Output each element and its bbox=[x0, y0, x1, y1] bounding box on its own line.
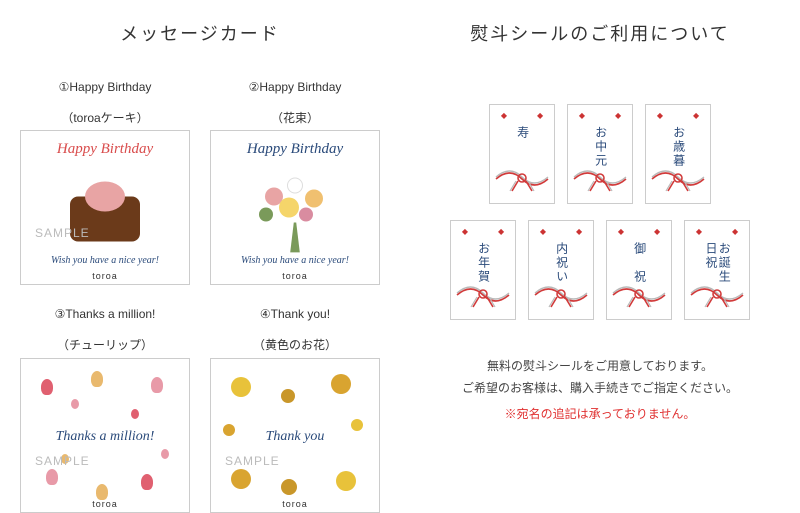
card-label-l2: （花束） bbox=[271, 111, 319, 125]
mizuhiki-knot-icon bbox=[533, 279, 589, 309]
card-foot-text: Wish you have a nice year! bbox=[21, 255, 189, 266]
card-label: ④Thank you! （黄色のお花） bbox=[253, 291, 337, 353]
card-label-l2: （チューリップ） bbox=[57, 338, 153, 352]
card-brand: toroa bbox=[21, 271, 189, 281]
message-card-title: メッセージカード bbox=[120, 20, 280, 46]
message-card-section: メッセージカード ①Happy Birthday （toroaケーキ） Happ… bbox=[0, 0, 400, 500]
card-preview: Happy Birthday Wish you have a nice year… bbox=[210, 130, 380, 285]
noshi-label: 御 祝 bbox=[632, 242, 645, 284]
card-preview: Thanks a million! SAMPLE toroa bbox=[20, 358, 190, 513]
sample-watermark: SAMPLE bbox=[35, 454, 90, 468]
card-label-l2: （黄色のお花） bbox=[253, 338, 337, 352]
sample-watermark: SAMPLE bbox=[35, 226, 90, 240]
card-label: ①Happy Birthday （toroaケーキ） bbox=[59, 64, 152, 126]
noshi-row-1: ◆◆ 寿 ◆◆ お中元 ◆◆ お歳暮 bbox=[489, 104, 711, 204]
mizuhiki-knot-icon bbox=[455, 279, 511, 309]
noshi-title: 熨斗シールのご利用について bbox=[470, 20, 729, 46]
card-label: ③Thanks a million! （チューリップ） bbox=[55, 291, 156, 353]
noshi-corner-marks: ◆◆ bbox=[501, 111, 543, 120]
noshi-label: お歳暮 bbox=[671, 126, 684, 168]
card-grid: ①Happy Birthday （toroaケーキ） Happy Birthda… bbox=[20, 64, 380, 513]
card-cell: ②Happy Birthday （花束） Happy Birthday Wish… bbox=[210, 64, 380, 285]
noshi-corner-marks: ◆◆ bbox=[579, 111, 621, 120]
mizuhiki-knot-icon bbox=[650, 163, 706, 193]
noshi-warning: ※宛名の追記は承っておりません。 bbox=[505, 405, 696, 422]
noshi-corner-marks: ◆◆ bbox=[540, 227, 582, 236]
noshi-note: 無料の熨斗シールをご用意しております。 ご希望のお客様は、購入手続きでご指定くだ… bbox=[462, 356, 738, 399]
card-cell: ④Thank you! （黄色のお花） Thank you SAMPLE tor… bbox=[210, 291, 380, 512]
noshi-label: お中元 bbox=[593, 126, 606, 168]
card-label-l2: （toroaケーキ） bbox=[61, 111, 148, 125]
mizuhiki-knot-icon bbox=[689, 279, 745, 309]
card-brand: toroa bbox=[211, 499, 379, 509]
sample-watermark: SAMPLE bbox=[225, 454, 280, 468]
card-mid-text: Thanks a million! bbox=[21, 429, 189, 445]
card-brand: toroa bbox=[21, 499, 189, 509]
note-line: 無料の熨斗シールをご用意しております。 bbox=[487, 359, 713, 373]
card-foot-text: Wish you have a nice year! bbox=[211, 255, 379, 266]
mizuhiki-knot-icon bbox=[611, 279, 667, 309]
noshi-seal: ◆◆ 内祝い bbox=[528, 220, 594, 320]
card-label-l1: ④Thank you! bbox=[260, 307, 330, 321]
card-mid-text: Thank you bbox=[211, 429, 379, 445]
noshi-seal: ◆◆ お年賀 bbox=[450, 220, 516, 320]
noshi-label: お年賀 bbox=[476, 242, 489, 284]
bouquet-illustration bbox=[245, 167, 345, 257]
noshi-corner-marks: ◆◆ bbox=[618, 227, 660, 236]
noshi-corner-marks: ◆◆ bbox=[696, 227, 738, 236]
note-line: ご希望のお客様は、購入手続きでご指定ください。 bbox=[462, 381, 738, 395]
card-label-l1: ①Happy Birthday bbox=[59, 80, 152, 94]
noshi-seal: ◆◆ 寿 bbox=[489, 104, 555, 204]
noshi-seal: ◆◆ お中元 bbox=[567, 104, 633, 204]
noshi-corner-marks: ◆◆ bbox=[462, 227, 504, 236]
noshi-section: 熨斗シールのご利用について ◆◆ 寿 ◆◆ お中元 ◆◆ お歳暮 ◆◆ お年賀 bbox=[400, 0, 800, 500]
noshi-label: 内祝い bbox=[554, 242, 567, 284]
card-preview: Thank you SAMPLE toroa bbox=[210, 358, 380, 513]
card-cell: ①Happy Birthday （toroaケーキ） Happy Birthda… bbox=[20, 64, 190, 285]
card-preview: Happy Birthday SAMPLE Wish you have a ni… bbox=[20, 130, 190, 285]
card-label: ②Happy Birthday （花束） bbox=[249, 64, 342, 126]
mizuhiki-knot-icon bbox=[494, 163, 550, 193]
card-cell: ③Thanks a million! （チューリップ） Thanks a mil… bbox=[20, 291, 190, 512]
noshi-seal: ◆◆ お歳暮 bbox=[645, 104, 711, 204]
card-label-l1: ②Happy Birthday bbox=[249, 80, 342, 94]
noshi-grid: ◆◆ 寿 ◆◆ お中元 ◆◆ お歳暮 ◆◆ お年賀 ◆◆ bbox=[415, 104, 785, 422]
card-head-text: Happy Birthday bbox=[21, 141, 189, 158]
mizuhiki-knot-icon bbox=[572, 163, 628, 193]
card-head-text: Happy Birthday bbox=[211, 141, 379, 158]
noshi-row-2: ◆◆ お年賀 ◆◆ 内祝い ◆◆ 御 祝 ◆◆ お誕生日祝 bbox=[450, 220, 750, 320]
card-label-l1: ③Thanks a million! bbox=[55, 307, 156, 321]
noshi-corner-marks: ◆◆ bbox=[657, 111, 699, 120]
noshi-seal: ◆◆ 御 祝 bbox=[606, 220, 672, 320]
noshi-label: お誕生日祝 bbox=[704, 242, 730, 284]
card-brand: toroa bbox=[211, 271, 379, 281]
noshi-label: 寿 bbox=[515, 126, 528, 168]
noshi-seal: ◆◆ お誕生日祝 bbox=[684, 220, 750, 320]
